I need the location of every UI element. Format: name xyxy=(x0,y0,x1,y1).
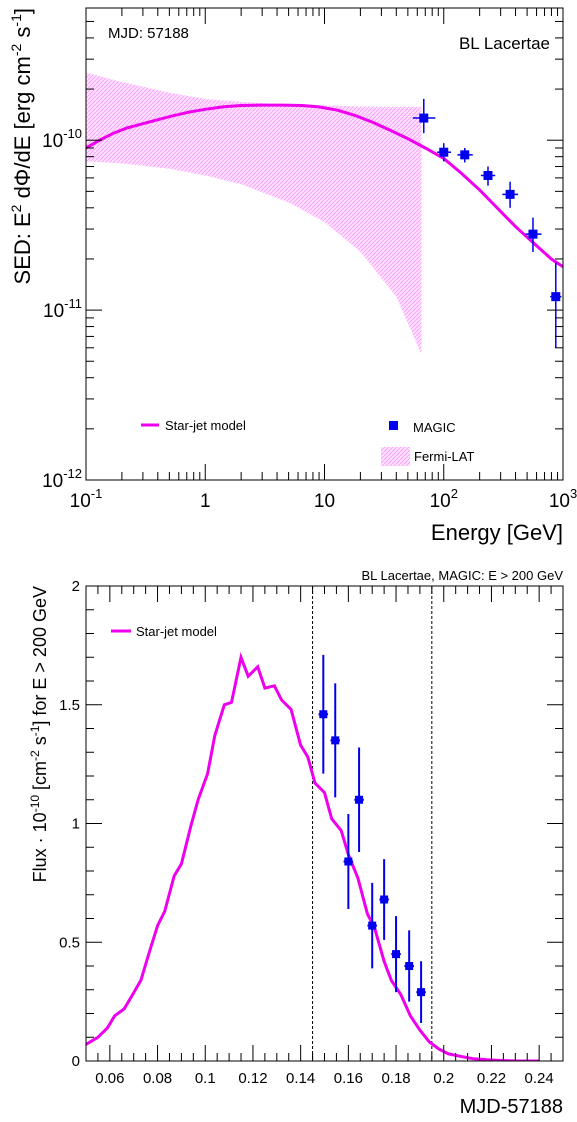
x-tick-label: 0.24 xyxy=(525,1070,554,1087)
annotation-source: BL Lacertae xyxy=(459,34,550,53)
magic-point xyxy=(437,143,451,162)
y-tick-label: 1.5 xyxy=(59,697,80,714)
magic-marker xyxy=(551,292,561,302)
x-tick-label: 10-1 xyxy=(70,486,103,512)
x-tick-label: 0.06 xyxy=(95,1070,124,1087)
sed-frame xyxy=(85,7,564,481)
y-tick-label: 10-10 xyxy=(42,126,82,152)
x-tick-label: 0.18 xyxy=(381,1070,410,1087)
magic-marker xyxy=(331,736,340,745)
magic-marker xyxy=(460,150,470,160)
x-tick-label: 0.22 xyxy=(477,1070,506,1087)
magic-marker xyxy=(319,710,328,719)
y-tick-label: 0 xyxy=(72,1053,80,1070)
x-tick-label: 0.12 xyxy=(238,1070,267,1087)
magic-point xyxy=(354,747,364,852)
magic-point xyxy=(379,859,389,940)
y-tick-label: 2 xyxy=(72,578,80,595)
magic-point xyxy=(502,181,519,208)
magic-point xyxy=(404,930,414,1002)
magic-marker xyxy=(505,189,515,199)
magic-point xyxy=(416,961,426,1023)
x-tick-label: 0.2 xyxy=(433,1070,454,1087)
magic-point xyxy=(391,916,401,993)
legend-magic-swatch xyxy=(389,421,398,430)
magic-marker xyxy=(392,950,401,959)
magic-marker xyxy=(380,895,389,904)
y-tick-label: 10-12 xyxy=(42,466,82,492)
x-tick-label: 1 xyxy=(200,491,211,512)
x-tick-label: 0.1 xyxy=(195,1070,216,1087)
legend-model-label: Star-jet model xyxy=(165,418,246,433)
lc-frame xyxy=(85,585,564,1062)
star-jet-model-line xyxy=(86,103,563,268)
x-tick-label: 102 xyxy=(430,486,458,512)
magic-marker xyxy=(368,921,377,930)
star-jet-model-line xyxy=(86,651,540,1061)
magic-point xyxy=(524,217,542,252)
magic-point xyxy=(457,147,473,163)
magic-point xyxy=(412,98,436,134)
legend-fermi-label: Fermi-LAT xyxy=(414,449,474,464)
x-tick-label: 0.14 xyxy=(286,1070,315,1087)
legend-fermi-swatch xyxy=(381,447,410,466)
magic-marker xyxy=(405,962,414,970)
x-axis-title: MJD-57188 xyxy=(460,1096,563,1118)
magic-point xyxy=(318,654,329,774)
magic-marker xyxy=(439,147,449,157)
legend-magic-label: MAGIC xyxy=(413,420,456,435)
magic-marker xyxy=(417,988,426,997)
y-tick-label: 10-11 xyxy=(43,296,82,322)
y-axis-title: SED: E2 dΦ/dE [erg cm-2 s-1] xyxy=(8,8,35,284)
x-tick-label: 0.16 xyxy=(334,1070,363,1087)
annotation-mjd: MJD: 57188 xyxy=(108,25,189,42)
x-tick-label: 0.08 xyxy=(143,1070,172,1087)
magic-marker xyxy=(483,170,493,180)
magic-marker xyxy=(344,857,353,866)
legend-model-label: Star-jet model xyxy=(136,624,217,639)
magic-point xyxy=(367,882,377,969)
light-curve-panel: 0.06 0.08 0.1 0.12 0.14 0.16 0.18 0.2 0.22 0.24 0 0… xyxy=(28,568,564,1118)
x-tick-label: 103 xyxy=(549,486,577,512)
y-tick-label: 1 xyxy=(72,816,80,833)
chart-title: BL Lacertae, MAGIC: E > 200 GeV xyxy=(362,568,564,583)
magic-marker xyxy=(355,795,364,804)
y-tick-label: 0.5 xyxy=(59,934,80,951)
x-axis-title: Energy [GeV] xyxy=(431,520,563,545)
x-tick-label: 10 xyxy=(314,491,335,512)
magic-point xyxy=(343,814,354,909)
magic-point xyxy=(330,683,341,798)
magic-marker xyxy=(528,229,538,239)
magic-point xyxy=(550,262,562,348)
magic-point xyxy=(480,166,496,186)
fermi-lat-band xyxy=(86,72,422,355)
magic-marker xyxy=(419,113,429,123)
y-axis-title: Flux · 10-10 [cm-2 s-1] for E > 200 GeV xyxy=(28,586,50,882)
